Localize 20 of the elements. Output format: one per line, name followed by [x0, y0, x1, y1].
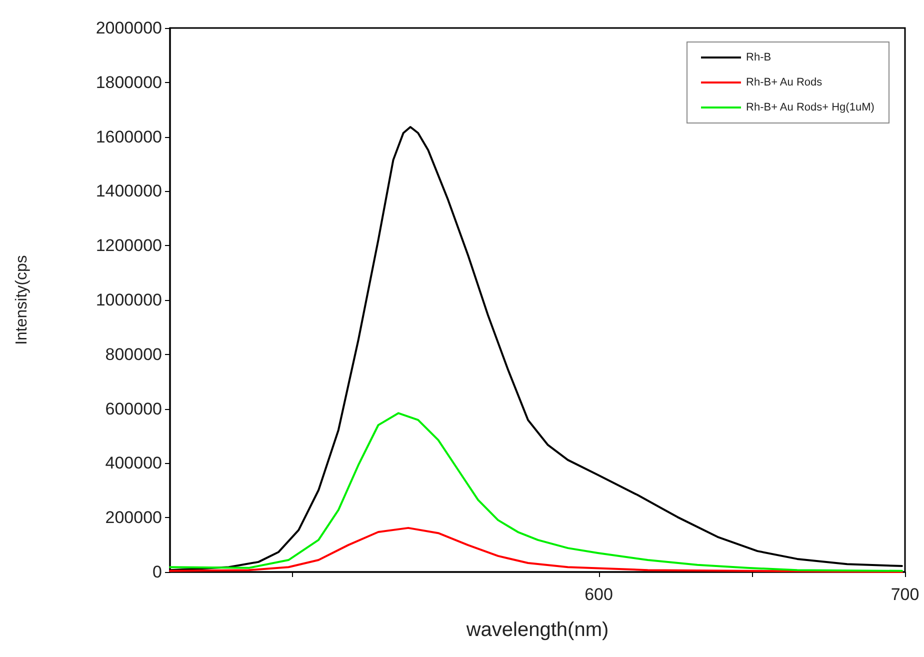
x-tick-label: 700 [890, 585, 920, 604]
y-tick-label: 400000 [105, 454, 162, 473]
y-tick-label: 1200000 [96, 236, 162, 256]
y-tick-label: 1400000 [96, 182, 162, 201]
legend-label: Rh-B+ Au Rods [746, 76, 823, 88]
y-tick-label: 2000000 [96, 18, 162, 38]
line-series [169, 526, 903, 573]
y-tick-label: 800000 [105, 344, 162, 364]
y-tick-label: 600000 [105, 399, 162, 418]
y-tick-label: 200000 [105, 508, 162, 528]
y-tick-label: 0 [152, 562, 162, 582]
line-series [169, 412, 903, 572]
y-tick-label: 1000000 [96, 290, 162, 310]
legend-label: Rh-B+ Au Rods+ Hg(1uM) [746, 102, 874, 114]
y-tick-label: 1600000 [96, 127, 162, 146]
x-tick-label: 600 [584, 585, 613, 604]
legend-label: Rh-B [746, 52, 772, 64]
y-tick-label: 1800000 [96, 72, 162, 92]
y-axis-title: Intensity(cps [14, 255, 30, 345]
x-axis-title: wavelength(nm) [465, 619, 609, 641]
